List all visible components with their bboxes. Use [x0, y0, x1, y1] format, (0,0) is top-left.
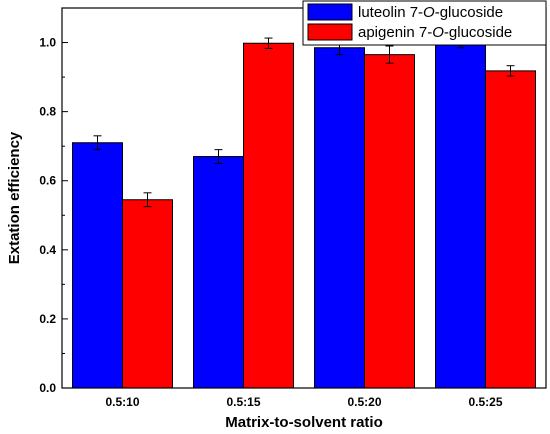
legend-label-1: apigenin 7-O-glucoside — [358, 24, 512, 41]
bar-apigenin-2 — [364, 54, 415, 389]
bar-luteolin-0 — [72, 142, 123, 389]
error-bar-0-0 — [93, 135, 102, 151]
error-bar-0-1 — [214, 149, 223, 164]
error-bar-1-0 — [143, 192, 152, 208]
x-tick-label: 0.5:15 — [226, 395, 260, 409]
x-axis: 0.5:10 0.5:15 0.5:20 0.5:25 — [105, 383, 503, 409]
bar-luteolin-3 — [435, 42, 486, 389]
bar-luteolin-1 — [193, 156, 244, 389]
y-tick-label: 0.0 — [39, 381, 56, 395]
y-tick-label: 0.4 — [39, 243, 56, 257]
y-axis: 0.0 0.2 0.4 0.6 0.8 1.0 — [39, 36, 68, 395]
y-tick-label: 0.6 — [39, 174, 56, 188]
error-bar-1-2 — [385, 45, 394, 64]
error-bar-1-1 — [264, 37, 273, 49]
legend: luteolin 7-O-glucoside apigenin 7-O-gluco… — [302, 0, 547, 46]
legend-label-0: luteolin 7-O-glucoside — [358, 4, 503, 21]
bars-group — [72, 42, 536, 389]
x-tick-label: 0.5:10 — [105, 395, 139, 409]
x-axis-title: Matrix-to-solvent ratio — [225, 414, 383, 431]
bar-apigenin-1 — [243, 42, 294, 389]
y-axis-title: Extation efficiency — [6, 131, 23, 264]
bar-luteolin-2 — [314, 47, 365, 389]
x-tick-label: 0.5:25 — [468, 395, 502, 409]
x-tick-label: 0.5:20 — [347, 395, 381, 409]
y-tick-label: 0.8 — [39, 105, 56, 119]
error-bar-1-3 — [506, 65, 515, 77]
y-tick-label: 0.2 — [39, 312, 56, 326]
bar-apigenin-3 — [485, 70, 536, 389]
bar-apigenin-0 — [122, 199, 173, 389]
legend-swatch-1 — [307, 23, 353, 41]
legend-swatch-0 — [307, 3, 353, 21]
y-tick-label: 1.0 — [39, 36, 56, 50]
